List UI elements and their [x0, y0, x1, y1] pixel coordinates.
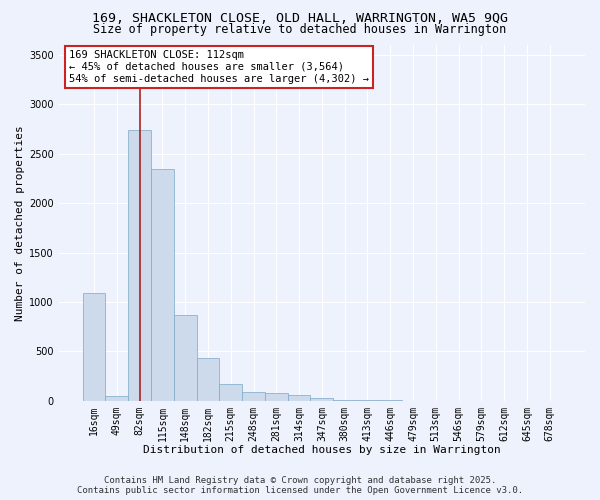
- X-axis label: Distribution of detached houses by size in Warrington: Distribution of detached houses by size …: [143, 445, 501, 455]
- Text: 169 SHACKLETON CLOSE: 112sqm
← 45% of detached houses are smaller (3,564)
54% of: 169 SHACKLETON CLOSE: 112sqm ← 45% of de…: [70, 50, 370, 84]
- Y-axis label: Number of detached properties: Number of detached properties: [15, 125, 25, 320]
- Bar: [151, 168, 174, 400]
- Bar: [310, 398, 333, 400]
- Bar: [83, 293, 106, 401]
- Bar: [128, 130, 151, 400]
- Bar: [288, 395, 310, 400]
- Bar: [265, 393, 288, 400]
- Bar: [197, 358, 220, 401]
- Bar: [174, 315, 197, 400]
- Text: Contains HM Land Registry data © Crown copyright and database right 2025.
Contai: Contains HM Land Registry data © Crown c…: [77, 476, 523, 495]
- Bar: [242, 392, 265, 400]
- Text: 169, SHACKLETON CLOSE, OLD HALL, WARRINGTON, WA5 9QG: 169, SHACKLETON CLOSE, OLD HALL, WARRING…: [92, 12, 508, 26]
- Text: Size of property relative to detached houses in Warrington: Size of property relative to detached ho…: [94, 22, 506, 36]
- Bar: [106, 396, 128, 400]
- Bar: [220, 384, 242, 400]
